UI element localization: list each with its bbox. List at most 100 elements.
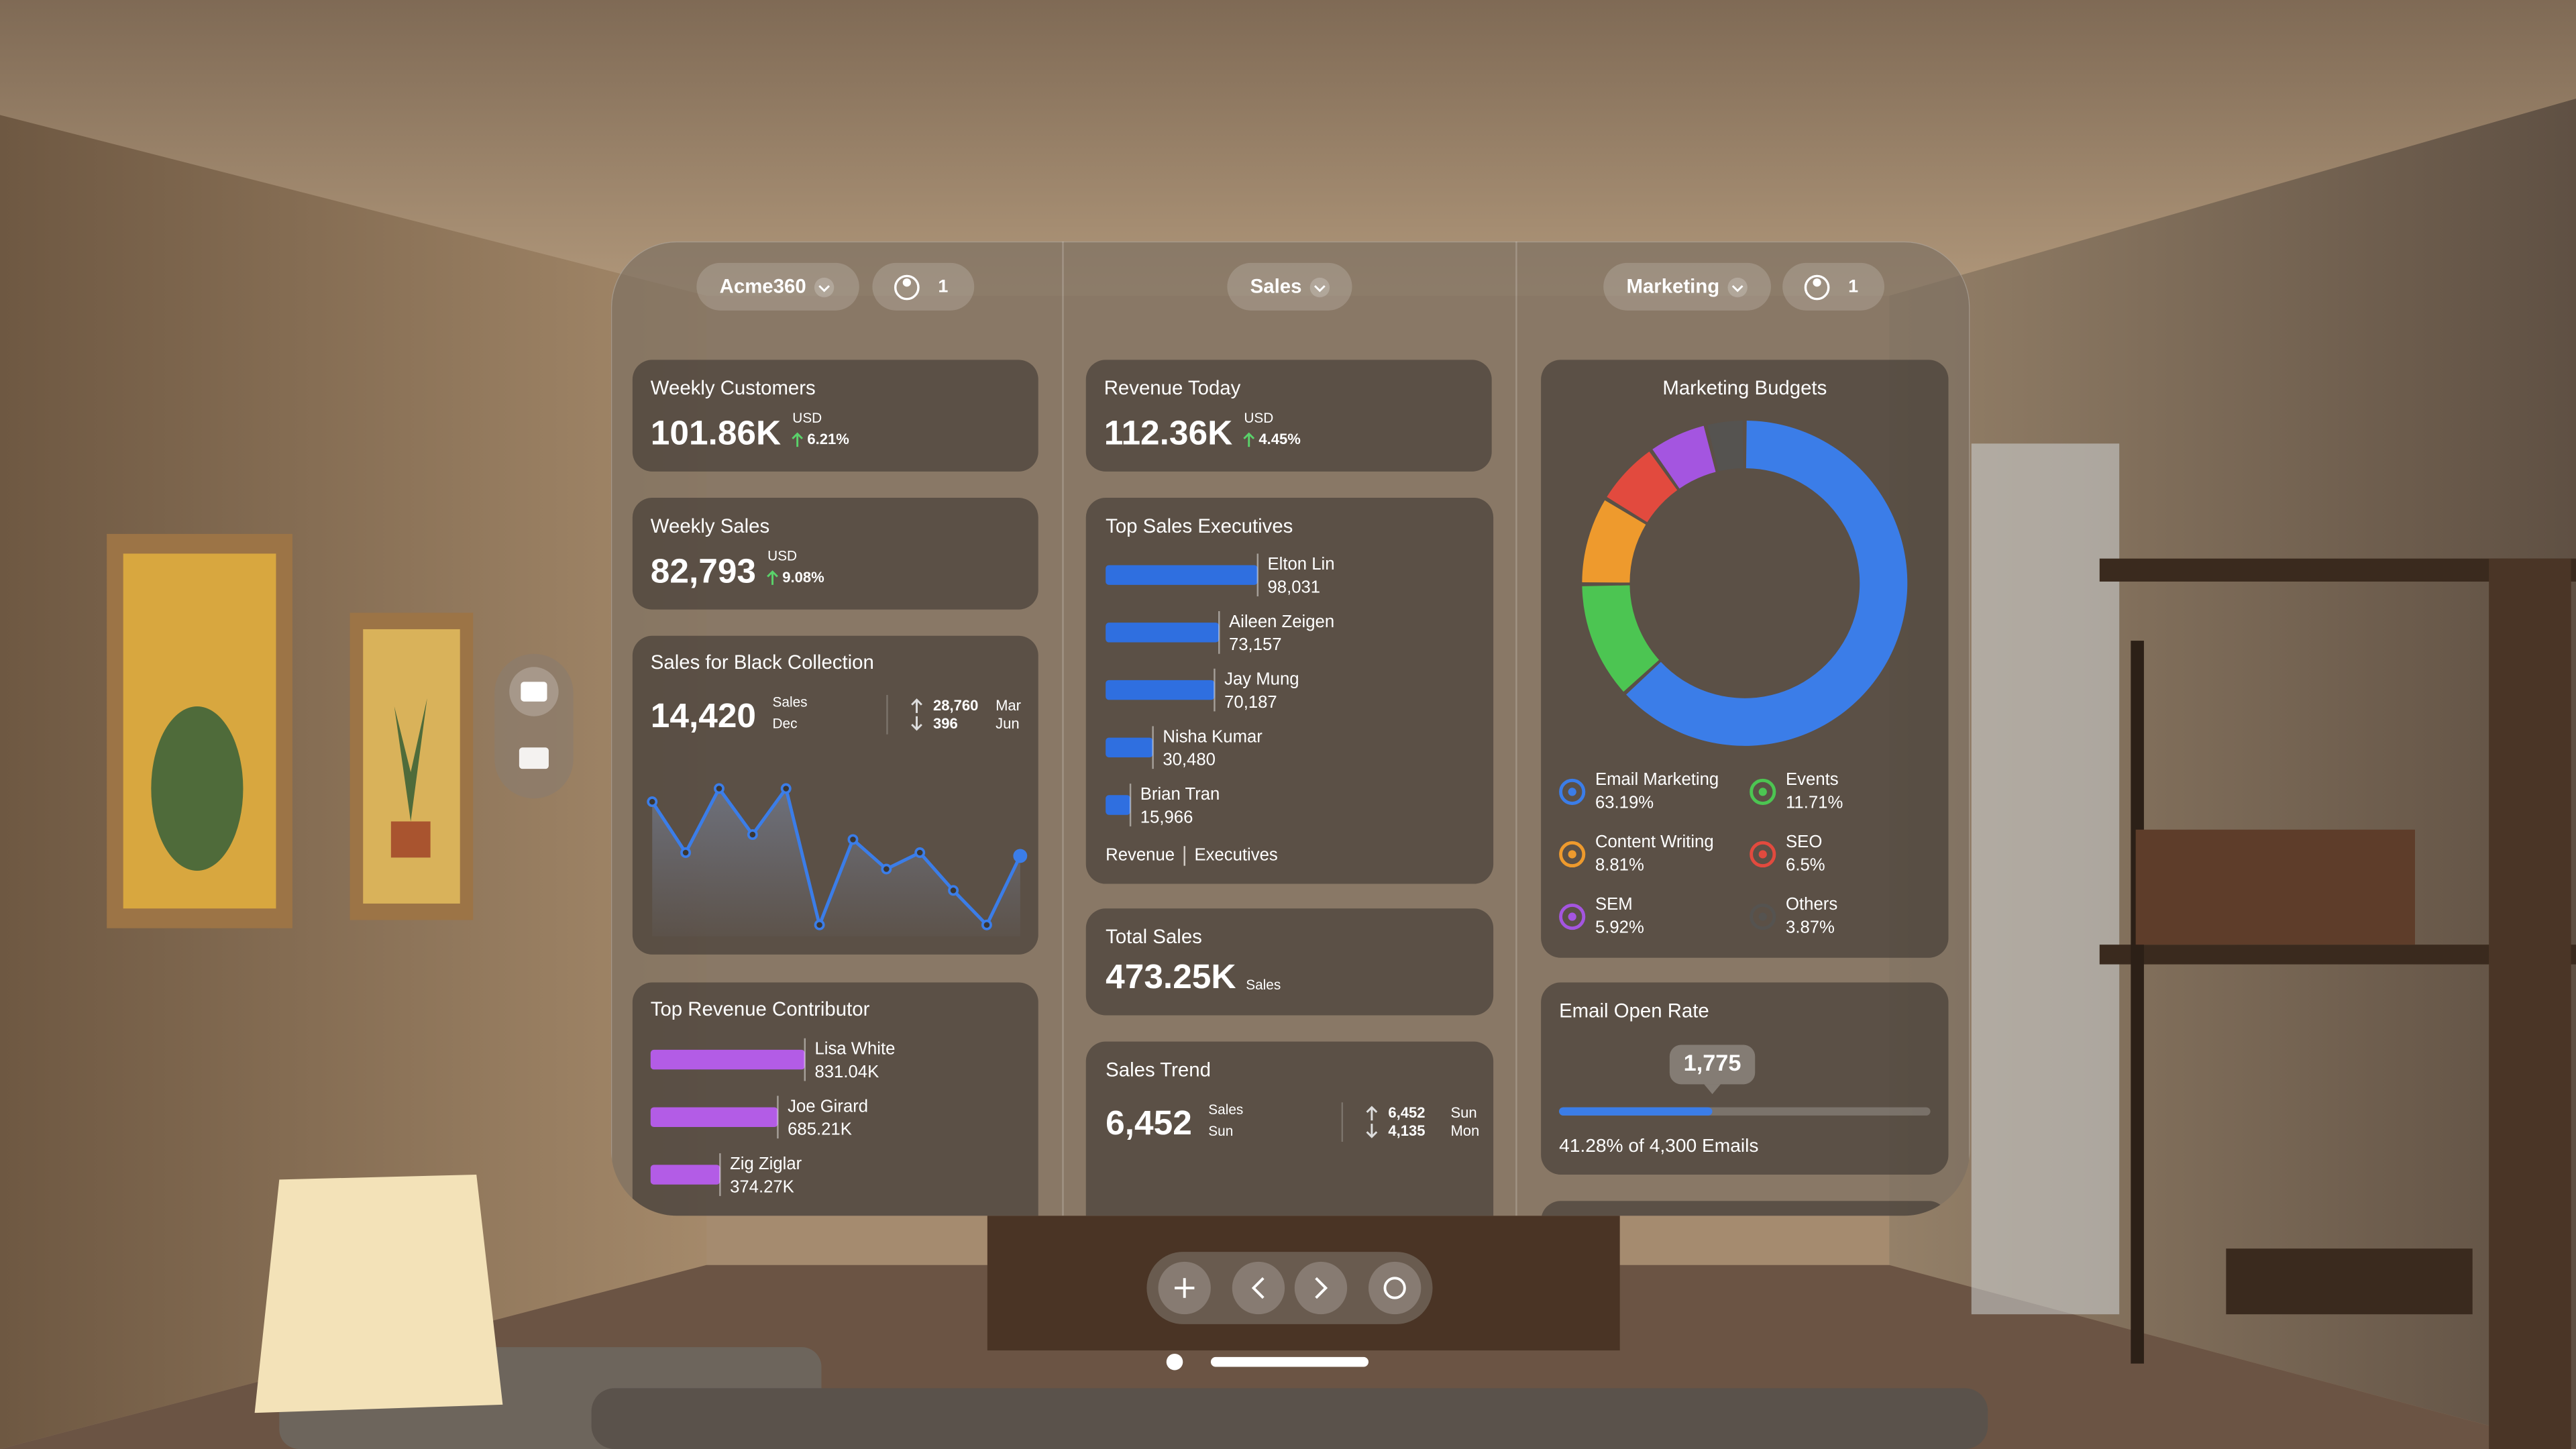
chevron <box>818 285 830 292</box>
stat-caption: Sales <box>1208 1102 1243 1118</box>
stat-low: 396 <box>933 715 958 732</box>
metric-value: 473.25K <box>1106 957 1236 996</box>
settings-button[interactable] <box>1368 1261 1421 1315</box>
stat-high-period: Mar <box>996 697 1021 714</box>
metric-change: 9.08% <box>782 569 824 586</box>
trend-arrow <box>911 698 922 713</box>
legend-value: 8.81% <box>1595 855 1644 874</box>
card-title: Email Open Rate <box>1559 1000 1709 1022</box>
menu-pill[interactable] <box>1227 262 1352 311</box>
bar <box>1106 623 1220 643</box>
card-title: Revenue Today <box>1104 377 1241 399</box>
bar-name: Aileen Zeigen <box>1229 612 1334 631</box>
legend-label: SEM <box>1595 895 1633 914</box>
legend-icon <box>1758 850 1767 859</box>
tooltip <box>1669 1044 1756 1085</box>
card <box>1085 908 1494 1016</box>
donut-slice <box>1582 585 1660 692</box>
tab: Executives <box>1194 846 1277 865</box>
bar-value: 70,187 <box>1224 693 1277 712</box>
toolbar <box>1146 1252 1433 1371</box>
stat-value: 6,452 <box>1106 1103 1192 1142</box>
point <box>914 847 926 858</box>
line <box>651 784 1022 930</box>
card-title: Top Sales Executives <box>1106 515 1293 537</box>
bar <box>1106 680 1215 700</box>
point <box>948 885 959 896</box>
metric-unit: USD <box>767 549 797 564</box>
point <box>780 783 792 794</box>
bar-value: 831.04K <box>814 1063 879 1081</box>
card <box>1541 982 1949 1175</box>
menu-label: Sales <box>1250 275 1302 297</box>
stat-caption: Sales <box>773 695 808 710</box>
donut-slice <box>1626 420 1908 746</box>
legend-value: 11.71% <box>1786 793 1843 812</box>
legend-icon <box>1750 903 1776 930</box>
tooltip-value: 1,775 <box>1684 1051 1741 1076</box>
bar-name: Jay Mung <box>1224 670 1299 689</box>
metric-unit: Sales <box>1246 977 1281 993</box>
legend-label: Events <box>1786 770 1839 789</box>
menu-pill[interactable] <box>1603 262 1771 311</box>
stat-low-period: Jun <box>996 715 1020 732</box>
widgets-view-button[interactable] <box>519 747 549 769</box>
trend-arrow <box>767 570 778 585</box>
trend-arrow <box>1366 1106 1378 1121</box>
legend-icon <box>1559 903 1586 930</box>
legend-icon <box>1568 788 1576 796</box>
people-icon <box>894 274 920 301</box>
stat-high: 28,760 <box>933 697 978 714</box>
card <box>632 982 1038 1216</box>
legend-icon <box>1559 778 1586 806</box>
chevron <box>1309 277 1330 298</box>
legend-label: Email Marketing <box>1595 770 1719 789</box>
stat-low: 4,135 <box>1388 1122 1425 1139</box>
legend-icon <box>1559 841 1586 868</box>
legend-value: 6.5% <box>1786 855 1825 874</box>
legend-icon <box>1750 778 1776 806</box>
card-title: Weekly Customers <box>651 377 816 399</box>
donut-slice <box>1582 500 1646 583</box>
menu-label: Acme360 <box>720 275 806 297</box>
back-button[interactable] <box>1232 1261 1285 1315</box>
trend-arrow <box>792 432 804 447</box>
bar <box>1106 565 1258 585</box>
menu-pill[interactable] <box>1782 262 1884 311</box>
metric-value: 112.36K <box>1104 413 1233 452</box>
legend-label: Others <box>1786 895 1837 914</box>
bar-name: Elton Lin <box>1267 555 1334 574</box>
metric-change: 6.21% <box>807 431 849 447</box>
donut-slice <box>1707 420 1743 472</box>
metric-value: 101.86K <box>651 413 781 452</box>
bar <box>1106 737 1153 757</box>
down-arrow <box>1366 1124 1378 1138</box>
card <box>1541 1201 1949 1216</box>
metric-unit: USD <box>1244 411 1273 426</box>
bar-value: 73,157 <box>1229 635 1282 654</box>
bar-name: Lisa White <box>814 1040 895 1059</box>
bar-name: Nisha Kumar <box>1163 727 1263 746</box>
card-title: Sales Trend <box>1106 1059 1211 1081</box>
point <box>714 783 724 794</box>
window-bar[interactable] <box>1210 1356 1368 1367</box>
bar-value: 98,031 <box>1267 578 1320 597</box>
bar <box>650 1049 805 1070</box>
menu-pill[interactable] <box>696 262 859 311</box>
metric-value: 82,793 <box>651 551 756 590</box>
donut-slice <box>1607 451 1678 523</box>
tooltip-pointer <box>1704 1084 1721 1095</box>
point <box>1013 849 1028 863</box>
menu-pill[interactable] <box>872 262 975 311</box>
card-title: Marketing Budgets <box>1662 377 1827 399</box>
point <box>814 919 825 930</box>
menu-label: Marketing <box>1626 275 1719 297</box>
legend-icon <box>1568 912 1576 921</box>
point <box>847 834 859 845</box>
bar-name: Joe Girard <box>788 1097 868 1116</box>
forward-button[interactable] <box>1294 1261 1348 1315</box>
people-count: 1 <box>938 276 948 297</box>
bar-value: 685.21K <box>788 1120 852 1139</box>
stat-period: Sun <box>1208 1124 1233 1139</box>
stat-high: 6,452 <box>1388 1104 1425 1121</box>
